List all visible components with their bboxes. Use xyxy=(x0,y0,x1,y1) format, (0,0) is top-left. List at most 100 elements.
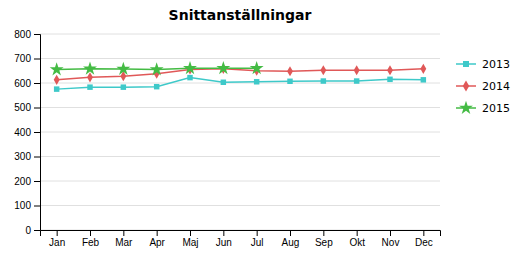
tick: Jul xyxy=(251,230,264,248)
tick-label: Aug xyxy=(282,237,300,248)
tick-mark xyxy=(34,132,40,133)
tick: Aug xyxy=(282,230,300,248)
tick-label: Jun xyxy=(216,237,232,248)
tick-label: 800 xyxy=(14,29,31,40)
legend-marker xyxy=(463,61,469,67)
point xyxy=(83,61,97,74)
tick-mark xyxy=(390,230,391,236)
title: Snittanställningar xyxy=(169,7,312,23)
point xyxy=(216,61,230,74)
point xyxy=(50,62,64,75)
grid-line xyxy=(40,132,440,133)
tick-label: 0 xyxy=(25,225,31,236)
axis-domain xyxy=(34,35,41,231)
tick: Jan xyxy=(49,230,65,248)
tick-mark xyxy=(423,230,424,236)
legend-marker xyxy=(463,80,469,91)
tick-label: 300 xyxy=(14,151,31,162)
legend-label: 2013 xyxy=(482,58,510,71)
point xyxy=(116,62,130,75)
point xyxy=(387,65,393,75)
point xyxy=(187,75,192,80)
tick-label: 100 xyxy=(14,200,31,211)
marks xyxy=(50,61,427,92)
tick-mark xyxy=(34,108,40,109)
tick-label: 600 xyxy=(14,78,31,89)
point xyxy=(287,79,292,84)
tick-mark xyxy=(34,34,40,35)
line xyxy=(57,78,424,90)
point xyxy=(420,64,426,74)
tick-mark xyxy=(34,157,40,158)
point xyxy=(287,66,293,76)
tick-mark xyxy=(34,206,40,207)
tick-label: Feb xyxy=(82,237,100,248)
point xyxy=(354,65,360,75)
tick: Apr xyxy=(149,230,165,248)
grid-line xyxy=(40,205,440,206)
tick-mark xyxy=(357,230,358,236)
point xyxy=(150,62,164,75)
point xyxy=(321,78,326,83)
tick-label: Apr xyxy=(149,237,165,248)
point xyxy=(54,75,60,85)
tick-label: Dec xyxy=(415,237,433,248)
tick: Sep xyxy=(315,230,333,248)
tick-mark xyxy=(223,230,224,236)
tick-mark xyxy=(90,230,91,236)
point xyxy=(250,61,264,74)
tick-mark xyxy=(34,230,40,231)
tick: Feb xyxy=(82,230,100,248)
legend-item: 2013 xyxy=(456,58,510,71)
series xyxy=(50,61,264,75)
x-axis: Jan Feb Mar Apr Maj Jun Jul Aug Sep Okt Nov Dec xyxy=(41,230,441,248)
tick: 300 xyxy=(14,151,40,162)
tick-mark xyxy=(34,83,40,84)
grid-line xyxy=(40,181,440,182)
tick-mark xyxy=(257,230,258,236)
grid-line xyxy=(40,58,440,59)
tick: 400 xyxy=(14,127,40,138)
axis-domain xyxy=(41,231,441,237)
tick-label: Jul xyxy=(251,237,264,248)
point xyxy=(183,61,197,74)
point xyxy=(354,78,359,83)
tick: 200 xyxy=(14,176,40,187)
grid xyxy=(40,34,440,230)
tick-label: Mar xyxy=(115,237,133,248)
tick-label: 200 xyxy=(14,176,31,187)
grid-line xyxy=(40,156,440,157)
tick: Jun xyxy=(216,230,232,248)
tick-label: Maj xyxy=(182,237,198,248)
tick: 600 xyxy=(14,78,40,89)
tick: 700 xyxy=(14,53,40,64)
tick-label: Nov xyxy=(382,237,400,248)
legend-item: 2015 xyxy=(456,101,510,115)
point xyxy=(87,84,92,89)
point xyxy=(320,65,326,75)
tick: 800 xyxy=(14,29,40,40)
tick-mark xyxy=(323,230,324,236)
point xyxy=(87,72,93,82)
tick-mark xyxy=(190,230,191,236)
point xyxy=(387,77,392,82)
line xyxy=(57,69,424,80)
tick: 100 xyxy=(14,200,40,211)
tick-label: 400 xyxy=(14,127,31,138)
grid-line xyxy=(40,107,440,108)
tick-mark xyxy=(57,230,58,236)
point xyxy=(154,84,159,89)
legend-item: 2014 xyxy=(456,80,510,93)
tick-label: 500 xyxy=(14,102,31,113)
grid-line xyxy=(40,34,440,35)
tick: 500 xyxy=(14,102,40,113)
y-axis: 0 100 200 300 400 500 600 700 800 xyxy=(14,29,40,236)
tick-mark xyxy=(123,230,124,236)
tick: Okt xyxy=(349,230,365,248)
tick: 0 xyxy=(25,225,40,236)
tick: Nov xyxy=(382,230,400,248)
tick: Dec xyxy=(415,230,433,248)
chart: Snittanställningar 0 100 200 300 400 500 600 700… xyxy=(0,0,524,254)
tick-mark xyxy=(157,230,158,236)
tick-mark xyxy=(290,230,291,236)
